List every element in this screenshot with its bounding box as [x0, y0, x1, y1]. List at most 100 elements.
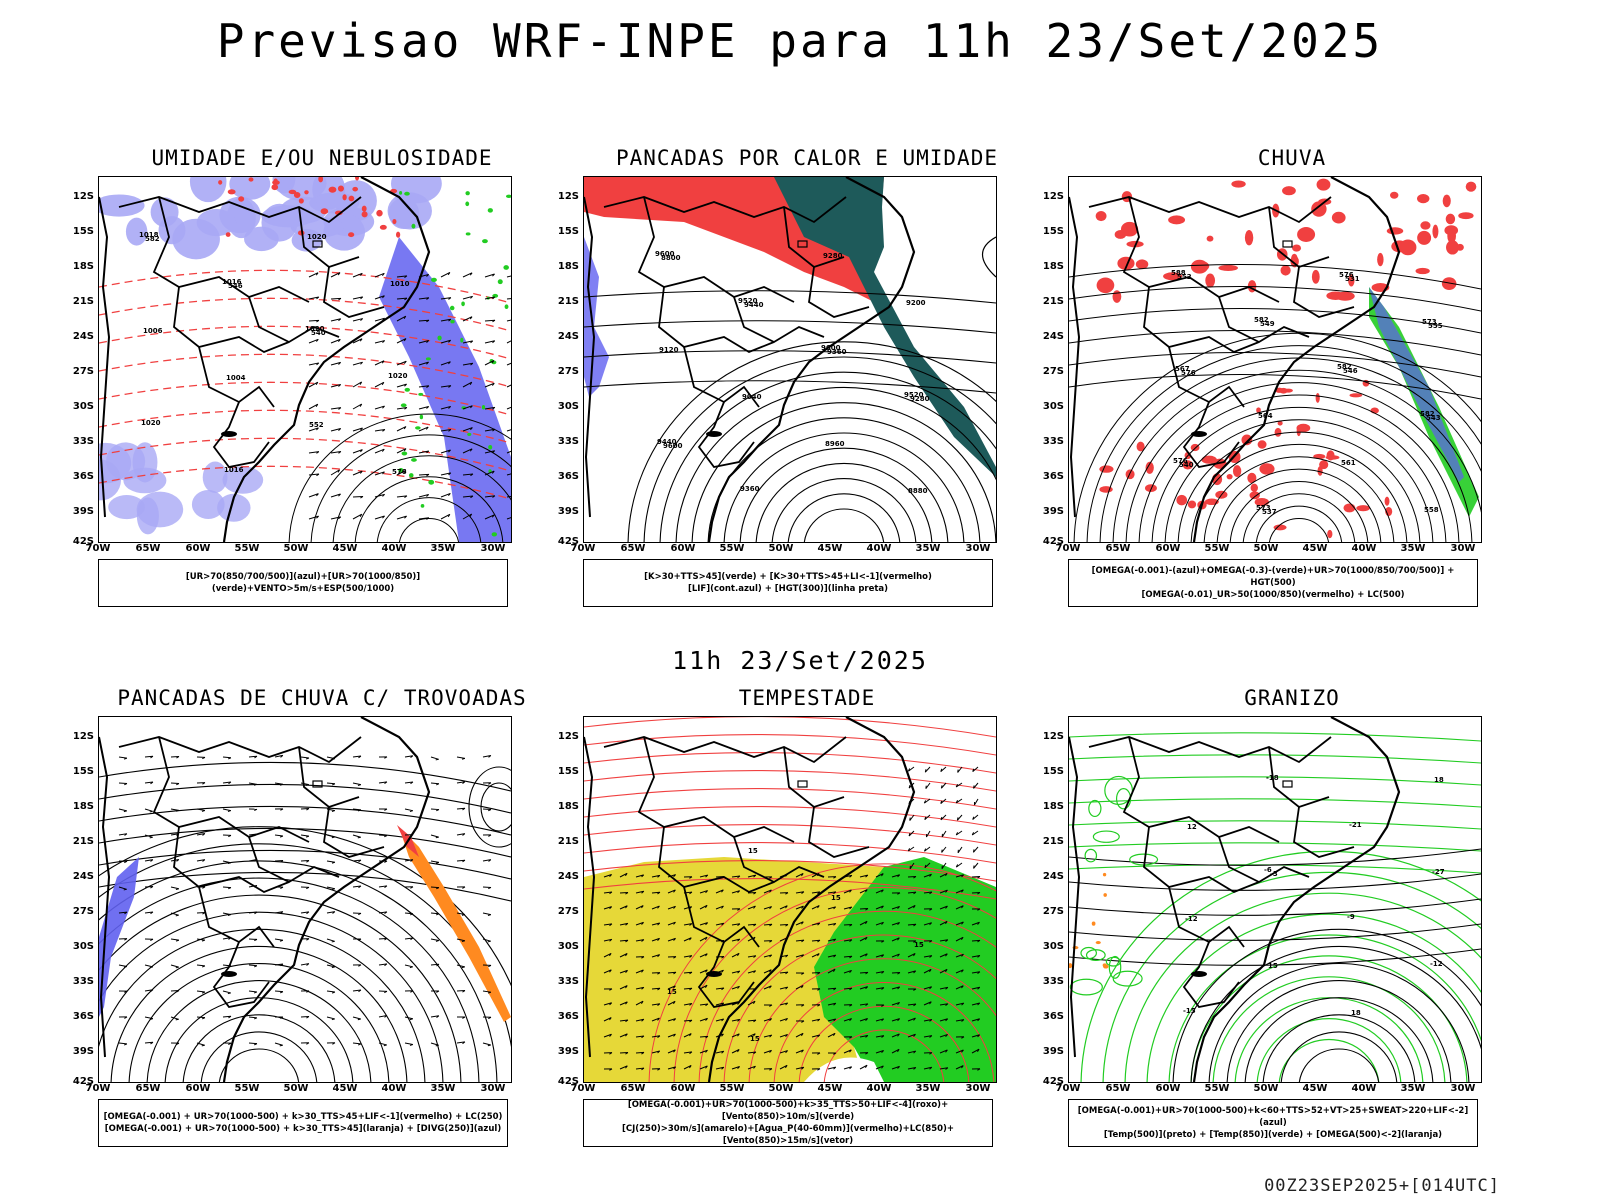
legend-line: [OMEGA(-0.001)+UR>70(1000-500)+k<60+TTS>… [1077, 1106, 1469, 1128]
contour-label: 9280 [910, 395, 930, 403]
latitude-label: 33S [1042, 976, 1064, 987]
longitude-label: 45W [332, 543, 358, 554]
legend-box: [K>30+TTS>45](verde) + [K>30+TTS>45+LI<-… [583, 559, 993, 607]
panel-title: GRANIZO [1244, 686, 1340, 710]
latitude-label: 27S [1042, 906, 1064, 917]
contour-label: -18 [1266, 774, 1279, 782]
contour-label: 8880 [908, 487, 928, 495]
contour-label: 576 [392, 468, 407, 476]
longitude-label: 65W [1105, 543, 1131, 554]
latitude-label: 27S [72, 906, 94, 917]
contour-label: 555 [1428, 322, 1443, 330]
longitude-label: 45W [1302, 543, 1328, 554]
map-canvas: 1018 1016 1020 1020 1020 1016 1020 1010 1006 1004… [99, 177, 511, 542]
longitude-label: 60W [185, 543, 211, 554]
contour-label: 558 [1424, 506, 1439, 514]
longitude-label: 50W [768, 1083, 794, 1094]
latitude-label: 39S [1042, 1046, 1064, 1057]
contour-label: 12 [1187, 823, 1197, 831]
latitude-label: 30S [557, 941, 579, 952]
latitude-label: 39S [557, 1046, 579, 1057]
longitude-label: 55W [234, 543, 260, 554]
contour-label: 561 [1341, 459, 1356, 467]
latitude-label: 36S [72, 1011, 94, 1022]
forecast-map: -6 -9 -12 -15 -18 -21 -27 -12 15 18 18 12 -3 [1068, 716, 1482, 1083]
contour-label: 1018 [139, 231, 159, 239]
longitude-label: 35W [430, 543, 456, 554]
contour-label: 9600 [821, 344, 841, 352]
contour-label: 9360 [827, 348, 847, 356]
latitude-label: 21S [72, 296, 94, 307]
latitude-label: 39S [72, 506, 94, 517]
contour-labels: 1018 1016 1020 1020 1020 1016 1020 1010 1006 1004… [139, 231, 410, 476]
longitude-label: 35W [1400, 543, 1426, 554]
contour-label: 582 [145, 235, 160, 243]
longitude-label: 70W [1055, 543, 1081, 554]
latitude-label: 15S [72, 226, 94, 237]
legend-box: [UR>70(850/700/500)](azul)+[UR>70(1000/8… [98, 559, 508, 607]
latitude-label: 18S [72, 801, 94, 812]
contour-label: 567 [1175, 365, 1190, 373]
latitude-label: 42S [557, 536, 579, 547]
forecast-time-title: 11h 23/Set/2025 [672, 646, 928, 675]
contour-label: 9440 [657, 438, 677, 446]
contour-label: 9600 [663, 442, 683, 450]
longitude-label: 70W [570, 1083, 596, 1094]
contour-label: 576 [1181, 369, 1196, 377]
longitude-label: 60W [1155, 543, 1181, 554]
latitude-label: 12S [72, 731, 94, 742]
longitude-label: 65W [1105, 1083, 1131, 1094]
latitude-label: 27S [557, 366, 579, 377]
contour-label: 9280 [823, 252, 843, 260]
contour-label: -9 [1347, 913, 1355, 921]
latitude-label: 36S [1042, 471, 1064, 482]
contour-label: 564 [1258, 412, 1273, 420]
latitude-label: 15S [1042, 226, 1064, 237]
contour-label: 543 [1426, 414, 1441, 422]
legend-box: [OMEGA(-0.001)+UR>70(1000-500)+k<60+TTS>… [1068, 1099, 1478, 1147]
longitude-label: 60W [1155, 1083, 1181, 1094]
panel-title: PANCADAS POR CALOR E UMIDADE [615, 146, 998, 170]
legend-line: [OMEGA(-0.001) + UR>70(1000-500) + k>30_… [103, 1112, 503, 1122]
latitude-label: 24S [1042, 331, 1064, 342]
longitude-label: 55W [1204, 543, 1230, 554]
contour-label: 1016 [224, 466, 244, 474]
contour-label: 576 [1339, 271, 1354, 279]
map-canvas: 15 15 15 15 15 [584, 717, 996, 1082]
longitude-label: 60W [185, 1083, 211, 1094]
map-canvas: -6 -9 -12 -15 -18 -21 -27 -12 15 18 18 12 -3 [1069, 717, 1481, 1082]
contour-label: 1004 [226, 374, 246, 382]
latitude-label: 12S [72, 191, 94, 202]
longitude-label: 30W [1450, 543, 1476, 554]
contour-label: 18 [1434, 776, 1444, 784]
latitude-label: 30S [72, 941, 94, 952]
latitude-label: 30S [557, 401, 579, 412]
latitude-label: 39S [557, 506, 579, 517]
map-canvas: 9600952096009520944093609280920091209040… [584, 177, 996, 542]
longitude-label: 45W [817, 543, 843, 554]
latitude-label: 21S [1042, 836, 1064, 847]
contour-label: 1020 [305, 325, 325, 333]
forecast-run-label: 00Z23SEP2025+[014UTC] [1264, 1176, 1500, 1196]
contour-label: 573 [1422, 318, 1437, 326]
latitude-label: 36S [72, 471, 94, 482]
contour-label: 1020 [388, 372, 408, 380]
legend-line: [CJ(250)>30m/s](amarelo)+[Agua_P(40-60mm… [621, 1124, 955, 1146]
latitude-label: 33S [1042, 436, 1064, 447]
latitude-label: 27S [72, 366, 94, 377]
contour-label: -12 [1185, 915, 1198, 923]
latitude-label: 18S [1042, 801, 1064, 812]
forecast-map: 1018 1016 1020 1020 1020 1016 1020 1010 1006 1004… [98, 176, 512, 543]
contour-label: 9520 [738, 297, 758, 305]
contour-label: 9040 [742, 393, 762, 401]
latitude-label: 18S [557, 261, 579, 272]
contour-label: 546 [1343, 367, 1358, 375]
latitude-label: 21S [557, 836, 579, 847]
longitude-label: 30W [480, 543, 506, 554]
map-canvas: 588 582 582 582 576 573 576 573 567 564 561 558 552 5… [1069, 177, 1481, 542]
forecast-map: 9600 9520 9600 9520 9440 9360 9280 9200 9120 9040… [583, 176, 997, 543]
longitude-label: 35W [1400, 1083, 1426, 1094]
contour-label: 8960 [825, 440, 845, 448]
contour-labels: -6 -9 -12 -15 -18 -21 -27 -12 15 18 18 12 -3 [1183, 774, 1445, 1017]
contour-label: 540 [311, 329, 326, 337]
